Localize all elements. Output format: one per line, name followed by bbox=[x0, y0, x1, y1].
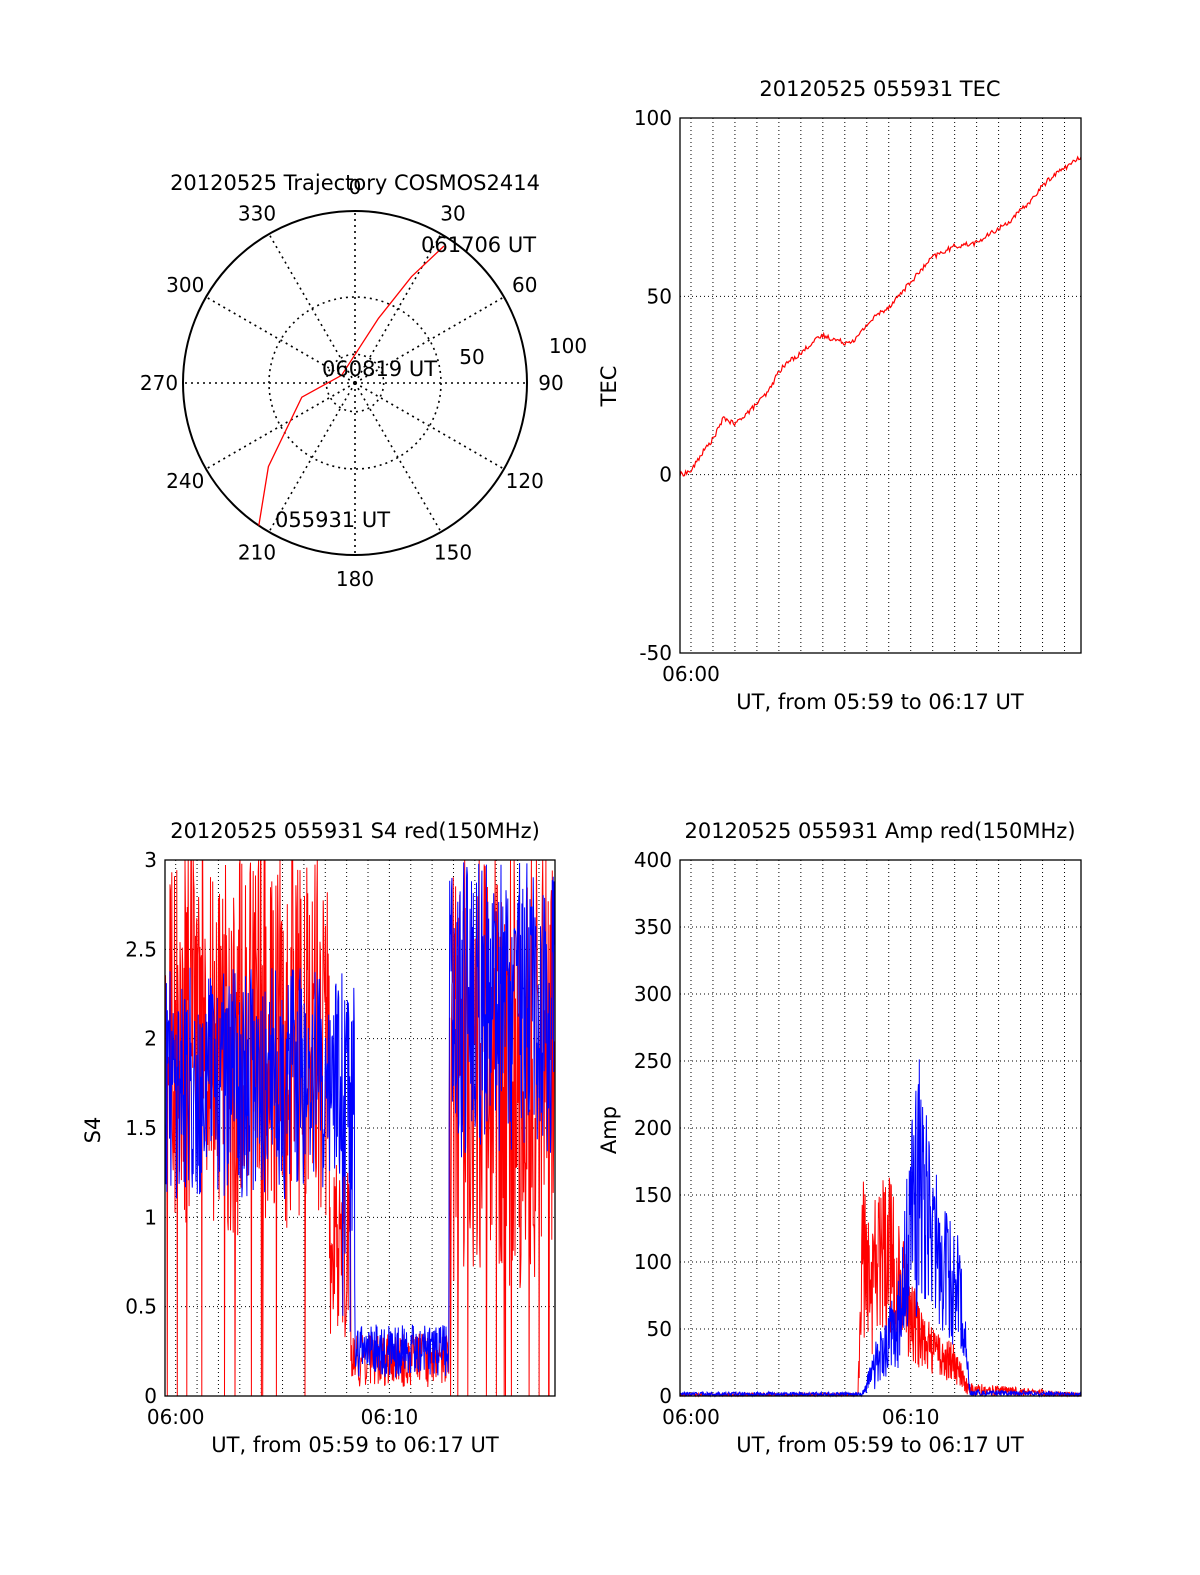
spoke-210 bbox=[268, 382, 356, 533]
chart-title: 20120525 055931 Amp red(150MHz) bbox=[684, 819, 1075, 843]
y-tick-label: 200 bbox=[634, 1116, 672, 1140]
x-axis-label: UT, from 05:59 to 06:17 UT bbox=[736, 1433, 1024, 1457]
y-tick-label: 100 bbox=[634, 1250, 672, 1274]
spoke-30 bbox=[354, 233, 442, 384]
y-tick-label: 250 bbox=[634, 1049, 672, 1073]
chart-title: 20120525 Trajectory COSMOS2414 bbox=[170, 171, 540, 195]
annotation-mid-time: 060819 UT bbox=[322, 357, 437, 381]
series-line-0 bbox=[679, 155, 1082, 477]
y-tick-label: -50 bbox=[639, 641, 672, 665]
grid bbox=[680, 118, 1081, 653]
y-tick-label: 1 bbox=[144, 1205, 157, 1229]
radial-label-100: 100 bbox=[549, 334, 587, 358]
spoke-60 bbox=[354, 296, 505, 384]
axis-ticks: 0 0.5 1 1.5 2 2.5 3 06:00 06:10 bbox=[125, 848, 418, 1429]
data-series bbox=[679, 1059, 1082, 1398]
chart-title: 20120525 055931 TEC bbox=[759, 77, 1000, 101]
azimuth-label-300: 300 bbox=[166, 273, 204, 297]
chart-title: 20120525 055931 S4 red(150MHz) bbox=[170, 819, 540, 843]
series-trace-1 bbox=[679, 1059, 1082, 1398]
radial-ring-50 bbox=[268, 296, 442, 470]
y-tick-label: 300 bbox=[634, 982, 672, 1006]
y-tick-label: 50 bbox=[647, 1317, 672, 1341]
spoke-300 bbox=[205, 296, 356, 384]
x-axis-label: UT, from 05:59 to 06:17 UT bbox=[736, 690, 1024, 714]
s4-chart: 20120525 055931 S4 red(150MHz) UT, from … bbox=[81, 819, 556, 1457]
azimuth-label-150: 150 bbox=[434, 541, 472, 565]
azimuth-label-210: 210 bbox=[238, 541, 276, 565]
y-tick-label: 2.5 bbox=[125, 937, 157, 961]
amp-chart: 20120525 055931 Amp red(150MHz) UT, from… bbox=[597, 819, 1082, 1457]
azimuth-label-120: 120 bbox=[506, 469, 544, 493]
y-axis-label: Amp bbox=[597, 1106, 621, 1154]
y-tick-label: 150 bbox=[634, 1183, 672, 1207]
x-tick-label: 06:10 bbox=[361, 1405, 419, 1429]
annotation-end-time: 061706 UT bbox=[421, 233, 536, 257]
azimuth-label-330: 330 bbox=[238, 201, 276, 225]
y-axis-label: S4 bbox=[81, 1117, 105, 1144]
polar-grid bbox=[183, 211, 527, 555]
trajectory-line-0 bbox=[258, 245, 445, 526]
spoke-240 bbox=[205, 382, 356, 470]
y-tick-label: 50 bbox=[647, 284, 672, 308]
y-tick-label: 400 bbox=[634, 848, 672, 872]
radial-label-50: 50 bbox=[459, 345, 484, 369]
azimuth-label-240: 240 bbox=[166, 469, 204, 493]
y-tick-label: 100 bbox=[634, 106, 672, 130]
azimuth-label-0: 0 bbox=[349, 175, 362, 199]
tec-chart: 20120525 055931 TEC UT, from 05:59 to 06… bbox=[597, 77, 1082, 714]
azimuth-label-30: 30 bbox=[440, 201, 465, 225]
polar-azimuth-labels: 0 30 60 90 120 150 180 210 240 270 300 330 bbox=[140, 175, 564, 591]
axis-ticks: 0 50 100 150 200 250 300 350 400 06:00 06:10 bbox=[634, 848, 940, 1429]
trajectory-trace bbox=[258, 245, 445, 526]
y-tick-label: 0 bbox=[659, 463, 672, 487]
y-tick-label: 350 bbox=[634, 915, 672, 939]
y-tick-label: 0 bbox=[144, 1384, 157, 1408]
plot-frame bbox=[679, 117, 1082, 654]
spoke-120 bbox=[354, 382, 505, 470]
trajectory-chart: 20120525 Trajectory COSMOS2414 0 30 60 90 12… bbox=[140, 171, 587, 591]
x-tick-label: 06:00 bbox=[662, 662, 720, 686]
y-axis-label: TEC bbox=[597, 366, 621, 408]
y-tick-label: 1.5 bbox=[125, 1116, 157, 1140]
series-trace-1 bbox=[164, 862, 555, 1378]
y-tick-label: 0 bbox=[659, 1384, 672, 1408]
azimuth-label-60: 60 bbox=[512, 273, 537, 297]
y-tick-label: 0.5 bbox=[125, 1295, 157, 1319]
data-series bbox=[679, 155, 1082, 477]
azimuth-label-180: 180 bbox=[336, 567, 374, 591]
polar-outer-circle bbox=[182, 210, 528, 556]
plot-frame bbox=[679, 859, 1082, 1397]
x-axis-label: UT, from 05:59 to 06:17 UT bbox=[211, 1433, 499, 1457]
spoke-150 bbox=[354, 382, 442, 533]
plot-frame bbox=[164, 859, 556, 1397]
x-tick-label: 06:10 bbox=[882, 1405, 940, 1429]
y-tick-label: 3 bbox=[144, 848, 157, 872]
y-tick-label: 2 bbox=[144, 1027, 157, 1051]
x-tick-label: 06:00 bbox=[147, 1405, 205, 1429]
annotation-start-time: 055931 UT bbox=[275, 508, 390, 532]
axis-ticks: -50 0 50 100 06:00 bbox=[634, 106, 720, 686]
radial-ring-17 bbox=[325, 353, 385, 413]
spoke-330 bbox=[268, 233, 356, 384]
data-series bbox=[164, 859, 555, 1397]
azimuth-label-90: 90 bbox=[538, 371, 563, 395]
x-tick-label: 06:00 bbox=[662, 1405, 720, 1429]
azimuth-label-270: 270 bbox=[140, 371, 178, 395]
